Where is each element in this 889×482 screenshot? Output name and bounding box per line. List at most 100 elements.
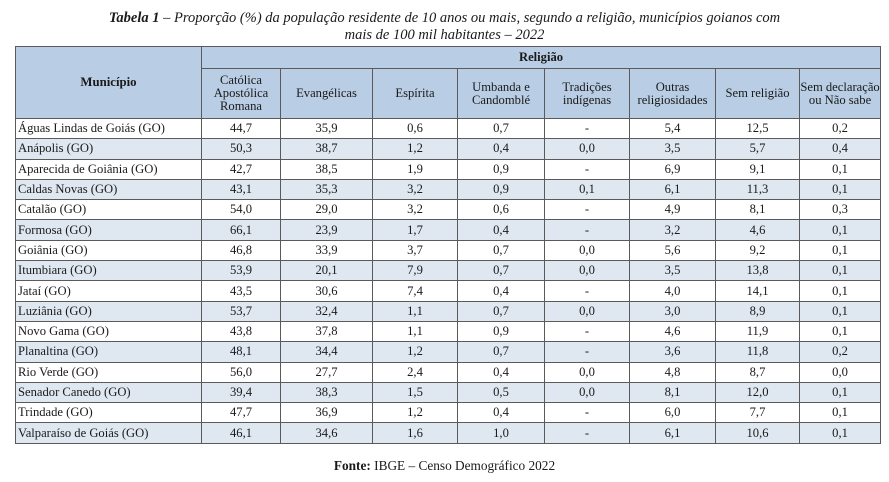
cell-municipio: Luziânia (GO) [15, 300, 202, 322]
table-title-label: Tabela 1 [108, 10, 160, 26]
column-header: Sem declaração ou Não sabe [798, 68, 882, 119]
cell-value: 3,7 [372, 239, 458, 262]
cell-value: 0,5 [457, 381, 545, 404]
cell-value: 53,9 [201, 260, 281, 282]
table-row: Anápolis (GO) 50,3 38,7 1,2 0,4 0,0 3,5 5,7 0,4 [15, 138, 882, 160]
cell-value: 3,2 [372, 199, 458, 221]
cell-value: 0,7 [457, 239, 545, 262]
header-religiao: Religião [200, 46, 882, 69]
cell-value: - [544, 320, 630, 343]
cell-value: 43,1 [201, 178, 281, 201]
cell-value: 3,6 [629, 341, 716, 363]
cell-value: 0,2 [798, 117, 882, 140]
cell-value: 39,4 [201, 381, 281, 404]
cell-value: - [544, 422, 630, 444]
cell-value: 0,0 [544, 300, 630, 322]
cell-value: 38,7 [280, 138, 373, 160]
table-title-text-line2: mais de 100 mil habitantes – 2022 [344, 27, 545, 43]
cell-value: 38,5 [280, 158, 373, 180]
table-row: Trindade (GO) 47,7 36,9 1,2 0,4-6,0 7,7 0,1 [15, 402, 882, 424]
cell-value: 66,1 [201, 219, 281, 241]
cell-value: 37,8 [280, 320, 373, 343]
cell-value: 0,0 [798, 361, 882, 383]
cell-value: 56,0 [201, 361, 281, 383]
table-row: Planaltina (GO) 48,1 34,4 1,2 0,7-3,6 11,8 0,2 [15, 341, 882, 363]
cell-municipio: Novo Gama (GO) [15, 320, 202, 343]
cell-value: 3,0 [629, 300, 716, 322]
cell-value: 0,3 [798, 199, 882, 221]
cell-value: 0,1 [798, 260, 882, 282]
cell-value: 3,2 [629, 219, 716, 241]
column-header: Umbanda e Candomblé [457, 68, 545, 119]
cell-value: 8,7 [715, 361, 800, 383]
cell-value: 0,1 [798, 280, 882, 302]
cell-value: - [544, 219, 630, 241]
cell-value: 0,4 [457, 402, 545, 424]
cell-value: 1,5 [372, 381, 458, 404]
cell-value: 33,9 [280, 239, 373, 262]
cell-value: 9,1 [715, 158, 800, 180]
cell-value: 0,0 [544, 239, 630, 262]
religion-table: Município Religião Católica Apostólica R… [15, 46, 882, 444]
cell-value: 53,7 [201, 300, 281, 322]
cell-value: 0,9 [457, 320, 545, 343]
cell-value: 23,9 [280, 219, 373, 241]
cell-value: 46,1 [201, 422, 281, 444]
cell-value: 11,3 [715, 178, 800, 201]
table-row: Catalão (GO) 54,0 29,0 3,2 0,6-4,9 8,1 0,3 [15, 199, 882, 221]
cell-value: 1,2 [372, 138, 458, 160]
cell-value: 2,4 [372, 361, 458, 383]
cell-value: 46,8 [201, 239, 281, 262]
cell-value: - [544, 158, 630, 180]
table-row: Valparaíso de Goiás (GO) 46,1 34,6 1,6 1,0-6… [15, 422, 882, 444]
cell-value: 44,7 [201, 117, 281, 140]
cell-value: 32,4 [280, 300, 373, 322]
cell-value: - [544, 117, 630, 140]
cell-value: 1,1 [372, 300, 458, 322]
cell-value: - [544, 341, 630, 363]
table-row: Goiânia (GO) 46,8 33,9 3,7 0,7 0,0 5,6 9,2 0,1 [15, 239, 882, 262]
cell-value: 10,6 [715, 422, 800, 444]
cell-value: 0,7 [457, 341, 545, 363]
cell-value: 1,1 [372, 320, 458, 343]
cell-value: 4,6 [629, 320, 716, 343]
cell-value: 6,0 [629, 402, 716, 424]
cell-value: 0,1 [798, 239, 882, 262]
cell-value: 1,2 [372, 341, 458, 363]
cell-municipio: Valparaíso de Goiás (GO) [15, 422, 202, 444]
cell-value: 0,0 [544, 361, 630, 383]
table-row: Itumbiara (GO) 53,9 20,1 7,9 0,7 0,0 3,5 13,8 0,… [15, 260, 882, 282]
cell-value: 7,4 [372, 280, 458, 302]
cell-value: - [544, 199, 630, 221]
cell-value: 0,1 [544, 178, 630, 201]
table-row: Jataí (GO) 43,5 30,6 7,4 0,4-4,0 14,1 0,1 [15, 280, 882, 302]
cell-value: 7,7 [715, 402, 800, 424]
cell-value: 0,0 [544, 260, 630, 282]
cell-value: 0,7 [457, 260, 545, 282]
cell-value: 1,6 [372, 422, 458, 444]
column-header: Outras religiosidades [629, 68, 716, 119]
cell-value: 34,6 [280, 422, 373, 444]
source-text: IBGE – Censo Demográfico 2022 [370, 458, 556, 473]
cell-value: 0,4 [457, 219, 545, 241]
cell-value: - [544, 402, 630, 424]
cell-value: 7,9 [372, 260, 458, 282]
cell-municipio: Aparecida de Goiânia (GO) [15, 158, 202, 180]
cell-value: 29,0 [280, 199, 373, 221]
cell-municipio: Senador Canedo (GO) [15, 381, 202, 404]
table-title-text-line1: – Proporção (%) da população residente d… [159, 10, 781, 26]
cell-value: 20,1 [280, 260, 373, 282]
table-title: Tabela 1 – Proporção (%) da população re… [0, 10, 889, 44]
cell-value: 47,7 [201, 402, 281, 424]
cell-value: 4,0 [629, 280, 716, 302]
cell-value: 0,1 [798, 422, 882, 444]
cell-value: 0,6 [372, 117, 458, 140]
cell-value: 0,4 [457, 280, 545, 302]
cell-value: 0,1 [798, 381, 882, 404]
cell-value: 0,9 [457, 158, 545, 180]
cell-value: 12,0 [715, 381, 800, 404]
cell-value: 8,9 [715, 300, 800, 322]
cell-value: 4,8 [629, 361, 716, 383]
cell-municipio: Rio Verde (GO) [15, 361, 202, 383]
table-row: Novo Gama (GO) 43,8 37,8 1,1 0,9-4,6 11,9 0,1 [15, 320, 882, 343]
